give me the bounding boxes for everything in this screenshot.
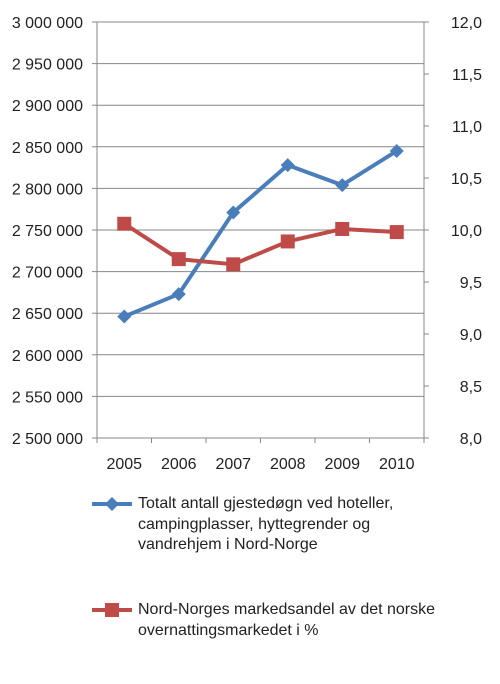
right-axis-tick-labels: 12,0 11,5 11,0 10,5 10,0 9,5 9,0 8,5 8,0	[451, 15, 482, 448]
left-tick-label: 2 500 000	[12, 431, 83, 448]
data-point-marker	[280, 234, 295, 249]
x-tick-label: 2009	[324, 456, 360, 473]
legend-swatch-red-square	[92, 603, 132, 617]
right-tick-label: 8,5	[460, 379, 482, 396]
right-tick-label: 10,5	[451, 171, 482, 188]
series-line-0	[123, 149, 398, 319]
x-tick-label: 2005	[106, 456, 142, 473]
right-tick-label: 8,0	[460, 431, 482, 448]
series-line-1	[123, 222, 397, 267]
right-tick-label: 12,0	[451, 15, 482, 32]
data-point-marker	[389, 143, 404, 158]
left-tick-label: 2 950 000	[12, 57, 83, 74]
data-point-marker	[226, 205, 241, 220]
x-axis-tick-labels: 2005 2006 2007 2008 2009 2010	[106, 456, 414, 473]
right-tick-label: 9,0	[460, 327, 482, 344]
right-tick-label: 9,5	[460, 275, 482, 292]
data-point-marker	[171, 287, 186, 302]
right-tick-label: 10,0	[451, 223, 482, 240]
data-point-marker	[335, 178, 350, 193]
data-point-marker	[389, 225, 404, 240]
left-axis-tick-labels: 3 000 000 2 950 000 2 900 000 2 850 000 2 80…	[12, 15, 83, 448]
left-tick-label: 2 750 000	[12, 223, 83, 240]
legend-label-market-share: Nord-Norges markedsandel av det norske o…	[138, 601, 436, 639]
line-chart: 3 000 000 2 950 000 2 900 000 2 850 000 2 80…	[12, 15, 482, 473]
data-point-marker	[117, 309, 132, 324]
left-tick-label: 3 000 000	[12, 15, 83, 32]
left-tick-label: 2 700 000	[12, 265, 83, 282]
left-tick-label: 2 600 000	[12, 348, 83, 365]
right-tick-label: 11,5	[452, 67, 482, 84]
left-tick-label: 2 650 000	[12, 306, 83, 323]
right-tick-label: 11,0	[452, 119, 482, 136]
left-tick-label: 2 900 000	[12, 98, 83, 115]
series-group	[117, 143, 404, 324]
data-point-marker	[335, 221, 350, 236]
data-point-marker	[171, 252, 186, 267]
left-tick-label: 2 800 000	[12, 181, 83, 198]
data-point-marker	[117, 216, 132, 231]
x-tick-label: 2008	[270, 456, 306, 473]
left-tick-label: 2 550 000	[12, 389, 83, 406]
data-point-marker	[280, 158, 295, 173]
left-tick-label: 2 850 000	[12, 140, 83, 157]
axes	[92, 21, 429, 443]
x-tick-label: 2010	[379, 456, 415, 473]
legend-label-guest-nights: Totalt antall gjestedøgn ved hoteller, c…	[138, 495, 394, 553]
data-point-marker	[226, 257, 241, 272]
x-tick-label: 2006	[161, 456, 197, 473]
x-tick-label: 2007	[215, 456, 251, 473]
legend-swatch-blue-diamond	[92, 497, 132, 511]
